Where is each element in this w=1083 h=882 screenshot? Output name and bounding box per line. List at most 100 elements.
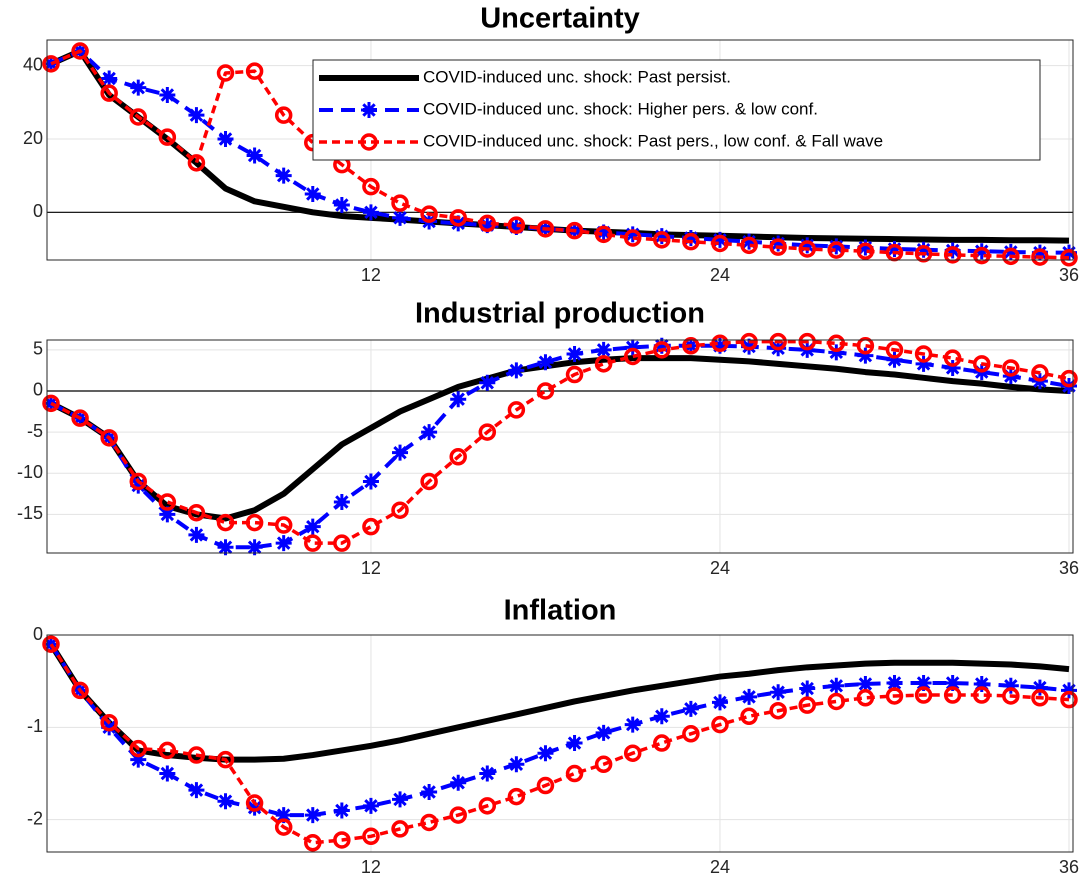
legend-label: COVID-induced unc. shock: Past persist. <box>423 67 731 86</box>
marker <box>943 686 962 704</box>
axes-box <box>46 39 1074 261</box>
marker <box>856 242 875 260</box>
marker <box>507 787 526 806</box>
marker <box>245 794 264 812</box>
marker <box>246 539 263 556</box>
marker <box>333 831 351 849</box>
marker <box>159 87 176 103</box>
series-line <box>50 49 1070 260</box>
marker <box>362 473 379 490</box>
marker <box>478 423 497 441</box>
plot-area <box>47 635 1073 852</box>
x-tick-label: 12 <box>361 857 381 877</box>
marker <box>245 513 264 532</box>
marker <box>595 224 612 241</box>
marker <box>741 338 758 355</box>
marker <box>885 341 904 359</box>
legend-marker <box>361 102 377 118</box>
y-tick-label: 20 <box>23 128 43 148</box>
marker <box>187 154 206 172</box>
marker <box>304 807 321 824</box>
marker <box>1061 682 1077 699</box>
marker <box>130 477 147 494</box>
marker <box>798 696 816 714</box>
marker <box>943 349 962 367</box>
marker <box>1002 359 1020 377</box>
marker <box>158 493 177 511</box>
marker <box>857 675 874 692</box>
marker <box>304 518 321 535</box>
marker <box>1002 687 1020 705</box>
marker <box>711 234 729 253</box>
marker <box>653 734 671 752</box>
x-tick-label: 12 <box>361 558 381 578</box>
marker <box>391 194 409 212</box>
y-tick-label: -5 <box>27 421 43 441</box>
marker <box>101 719 118 736</box>
marker <box>799 680 816 697</box>
y-tick-label: 0 <box>33 380 43 400</box>
marker <box>449 448 467 466</box>
marker <box>741 688 758 705</box>
marker <box>682 230 699 246</box>
marker <box>798 332 816 351</box>
axes-box <box>46 634 1074 853</box>
marker <box>42 55 60 73</box>
marker <box>362 517 380 536</box>
marker <box>421 424 438 441</box>
marker <box>333 197 350 213</box>
marker <box>740 332 758 351</box>
marker <box>740 707 758 726</box>
marker <box>1031 244 1048 261</box>
marker <box>740 236 758 255</box>
marker <box>682 337 700 355</box>
marker <box>450 391 467 408</box>
marker <box>1060 369 1078 388</box>
marker <box>769 332 787 351</box>
marker <box>130 751 147 768</box>
marker <box>565 221 584 240</box>
marker <box>769 238 787 256</box>
y-tick-label: 0 <box>33 624 43 644</box>
marker <box>245 62 264 80</box>
marker <box>711 715 729 734</box>
marker <box>624 226 641 243</box>
marker <box>100 84 118 102</box>
y-tick-label: 40 <box>23 54 43 74</box>
marker <box>828 344 845 361</box>
marker <box>914 345 933 363</box>
marker <box>100 713 118 732</box>
panel-title: Uncertainty <box>480 3 640 35</box>
marker <box>508 362 525 379</box>
marker <box>479 217 496 234</box>
marker <box>741 233 758 250</box>
marker <box>1031 689 1049 707</box>
marker <box>1060 690 1078 709</box>
marker <box>246 799 263 816</box>
marker <box>711 231 728 248</box>
marker <box>537 745 554 762</box>
marker <box>275 167 292 184</box>
marker <box>711 694 728 711</box>
marker <box>594 755 613 774</box>
marker <box>537 354 554 371</box>
marker <box>187 746 206 764</box>
marker <box>798 240 816 258</box>
marker <box>129 739 148 758</box>
marker <box>216 64 235 82</box>
marker <box>769 701 787 720</box>
marker <box>478 214 497 233</box>
marker <box>711 334 729 353</box>
series-line <box>48 642 1070 763</box>
marker <box>1031 364 1049 382</box>
marker <box>799 237 816 254</box>
marker <box>972 246 991 265</box>
marker <box>42 635 60 653</box>
marker <box>1060 249 1078 267</box>
marker <box>944 359 961 376</box>
marker <box>508 756 525 773</box>
marker <box>536 776 555 795</box>
marker <box>565 764 584 783</box>
marker <box>217 131 234 147</box>
marker <box>1061 244 1077 261</box>
